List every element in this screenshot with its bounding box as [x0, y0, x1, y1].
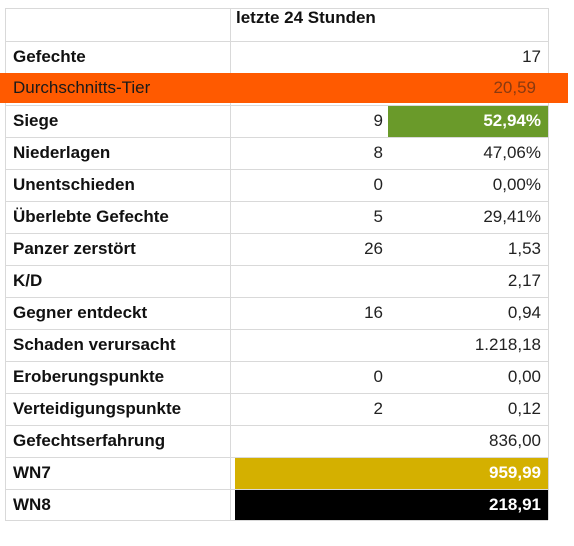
- grid-line: [5, 265, 548, 266]
- row-label: Gefechtserfahrung: [13, 431, 166, 450]
- wn7-highlight-cell: [235, 458, 548, 489]
- column-header-period: letzte 24 Stunden: [236, 8, 376, 27]
- table-row-durchschnitts-tier: Durchschnitts-Tier 20,59: [0, 73, 568, 103]
- grid-line: [5, 8, 6, 520]
- row-value: 47,06%: [483, 143, 541, 162]
- table-row-kd: K/D 2,17: [5, 265, 548, 297]
- grid-line: [5, 489, 548, 490]
- row-label: Durchschnitts-Tier: [13, 78, 151, 97]
- row-label: Eroberungspunkte: [13, 367, 165, 386]
- row-value: 0,94: [507, 303, 541, 322]
- row-label: Gefechte: [13, 47, 86, 66]
- table-row-wn7: WN7 959,99: [5, 457, 548, 489]
- table-row-ueberlebte-gefechte: Überlebte Gefechte 5 29,41%: [5, 201, 548, 233]
- table-row-unentschieden: Unentschieden 0 0,00%: [5, 169, 548, 201]
- row-value: 959,99: [489, 463, 541, 482]
- table-row-wn8: WN8 218,91: [5, 489, 548, 521]
- grid-line: [5, 425, 548, 426]
- grid-line: [5, 201, 548, 202]
- grid-line: [5, 329, 548, 330]
- row-value: 1,53: [507, 239, 541, 258]
- row-value: 1.218,18: [474, 335, 541, 354]
- table-row-gegner-entdeckt: Gegner entdeckt 16 0,94: [5, 297, 548, 329]
- row-value: 218,91: [489, 495, 541, 514]
- row-value: 17: [522, 47, 541, 66]
- grid-line: [5, 41, 548, 42]
- row-count: 2: [373, 399, 383, 418]
- grid-line: [5, 297, 548, 298]
- grid-line: [230, 8, 231, 520]
- row-value: 836,00: [489, 431, 541, 450]
- siege-highlight-cell: [388, 106, 548, 137]
- grid-line: [5, 105, 548, 106]
- row-count: 8: [373, 143, 383, 162]
- grid-line: [5, 8, 548, 9]
- table-row-panzer-zerstoert: Panzer zerstört 26 1,53: [5, 233, 548, 265]
- row-count: 9: [373, 111, 383, 130]
- grid-line: [548, 8, 549, 520]
- grid-line: [5, 233, 548, 234]
- grid-line: [5, 520, 548, 521]
- table-row-schaden-verursacht: Schaden verursacht 1.218,18: [5, 329, 548, 361]
- row-label: Schaden verursacht: [13, 335, 176, 354]
- table-row-gefechte: Gefechte 17: [5, 41, 548, 73]
- grid-line: [5, 137, 548, 138]
- row-count: 0: [373, 175, 383, 194]
- table-row-niederlagen: Niederlagen 8 47,06%: [5, 137, 548, 169]
- row-label: K/D: [13, 271, 43, 290]
- table-row-siege: Siege 9 52,94%: [5, 105, 548, 137]
- grid-line: [5, 393, 548, 394]
- row-value: 0,00%: [492, 175, 541, 194]
- row-value: 0,00: [507, 367, 541, 386]
- row-count: 26: [364, 239, 383, 258]
- wn8-highlight-cell: [235, 490, 548, 521]
- table-row-gefechtserfahrung: Gefechtserfahrung 836,00: [5, 425, 548, 457]
- row-value: 0,12: [507, 399, 541, 418]
- row-label: Gegner entdeckt: [13, 303, 148, 322]
- row-count: 0: [373, 367, 383, 386]
- row-value: 52,94%: [483, 111, 541, 130]
- grid-line: [5, 361, 548, 362]
- table-row-eroberungspunkte: Eroberungspunkte 0 0,00: [5, 361, 548, 393]
- row-label: Überlebte Gefechte: [13, 207, 169, 226]
- row-count: 5: [373, 207, 383, 226]
- row-label: Panzer zerstört: [13, 239, 136, 258]
- row-label: Niederlagen: [13, 143, 111, 162]
- row-count: 16: [364, 303, 383, 322]
- row-value: 29,41%: [483, 207, 541, 226]
- row-value: 20,59: [493, 78, 536, 97]
- table-row-verteidigungspunkte: Verteidigungspunkte 2 0,12: [5, 393, 548, 425]
- grid-line: [5, 169, 548, 170]
- row-label: Verteidigungspunkte: [13, 399, 182, 418]
- row-label: WN8: [13, 495, 51, 514]
- row-label: Siege: [13, 111, 59, 130]
- row-label: Unentschieden: [13, 175, 135, 194]
- grid-line: [5, 457, 548, 458]
- row-value: 2,17: [507, 271, 541, 290]
- row-label: WN7: [13, 463, 51, 482]
